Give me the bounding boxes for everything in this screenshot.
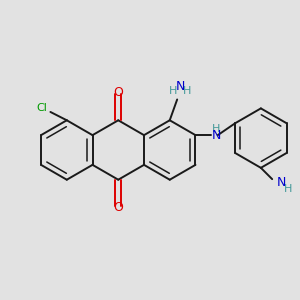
Text: O: O (113, 85, 123, 98)
Text: H: H (169, 85, 178, 96)
Text: H: H (284, 184, 292, 194)
Text: N: N (176, 80, 185, 93)
Text: N: N (276, 176, 286, 189)
Text: N: N (212, 129, 221, 142)
Text: Cl: Cl (36, 103, 47, 113)
Text: H: H (212, 124, 220, 134)
Text: O: O (113, 202, 123, 214)
Text: H: H (183, 85, 191, 96)
